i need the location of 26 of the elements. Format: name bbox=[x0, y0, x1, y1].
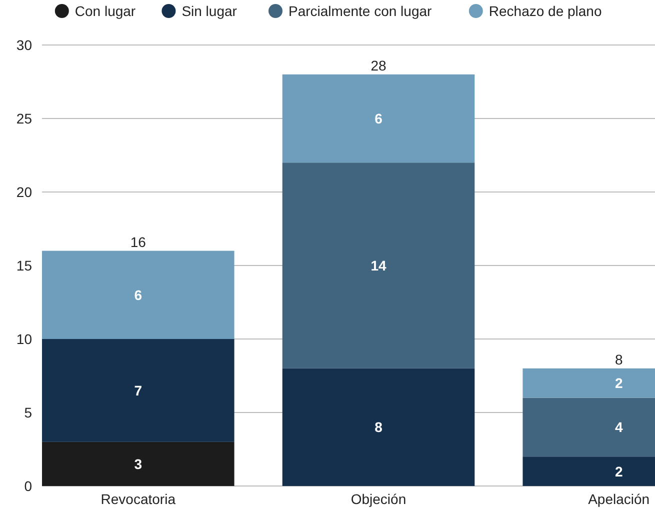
data-label: 2 bbox=[614, 463, 623, 480]
data-label: 7 bbox=[134, 382, 142, 398]
x-tick-label: Revocatoria bbox=[100, 491, 176, 507]
y-tick-label: 20 bbox=[16, 184, 32, 200]
legend-label: Parcialmente con lugar bbox=[288, 3, 432, 19]
total-label: 28 bbox=[370, 57, 386, 74]
legend-label: Sin lugar bbox=[182, 3, 238, 19]
y-tick-label: 5 bbox=[24, 404, 32, 420]
data-label: 8 bbox=[374, 419, 383, 436]
y-tick-label: 10 bbox=[16, 331, 32, 347]
legend-label: Rechazo de plano bbox=[488, 3, 602, 19]
y-tick-label: 15 bbox=[16, 258, 32, 274]
data-label: 4 bbox=[614, 419, 623, 436]
x-tick-label: Objeción bbox=[350, 491, 406, 507]
data-label: 3 bbox=[134, 456, 142, 472]
y-tick-label: 0 bbox=[24, 478, 32, 494]
legend-label: Con lugar bbox=[74, 3, 136, 19]
total-label: 16 bbox=[130, 234, 146, 250]
data-label: 6 bbox=[374, 110, 383, 126]
y-tick-label: 25 bbox=[16, 110, 32, 126]
total-label: 8 bbox=[614, 351, 623, 368]
data-label: 6 bbox=[134, 286, 142, 303]
data-label: 14 bbox=[370, 258, 386, 274]
x-tick-label: Apelación bbox=[588, 491, 650, 507]
data-label: 2 bbox=[614, 375, 623, 392]
y-tick-label: 30 bbox=[16, 37, 32, 53]
